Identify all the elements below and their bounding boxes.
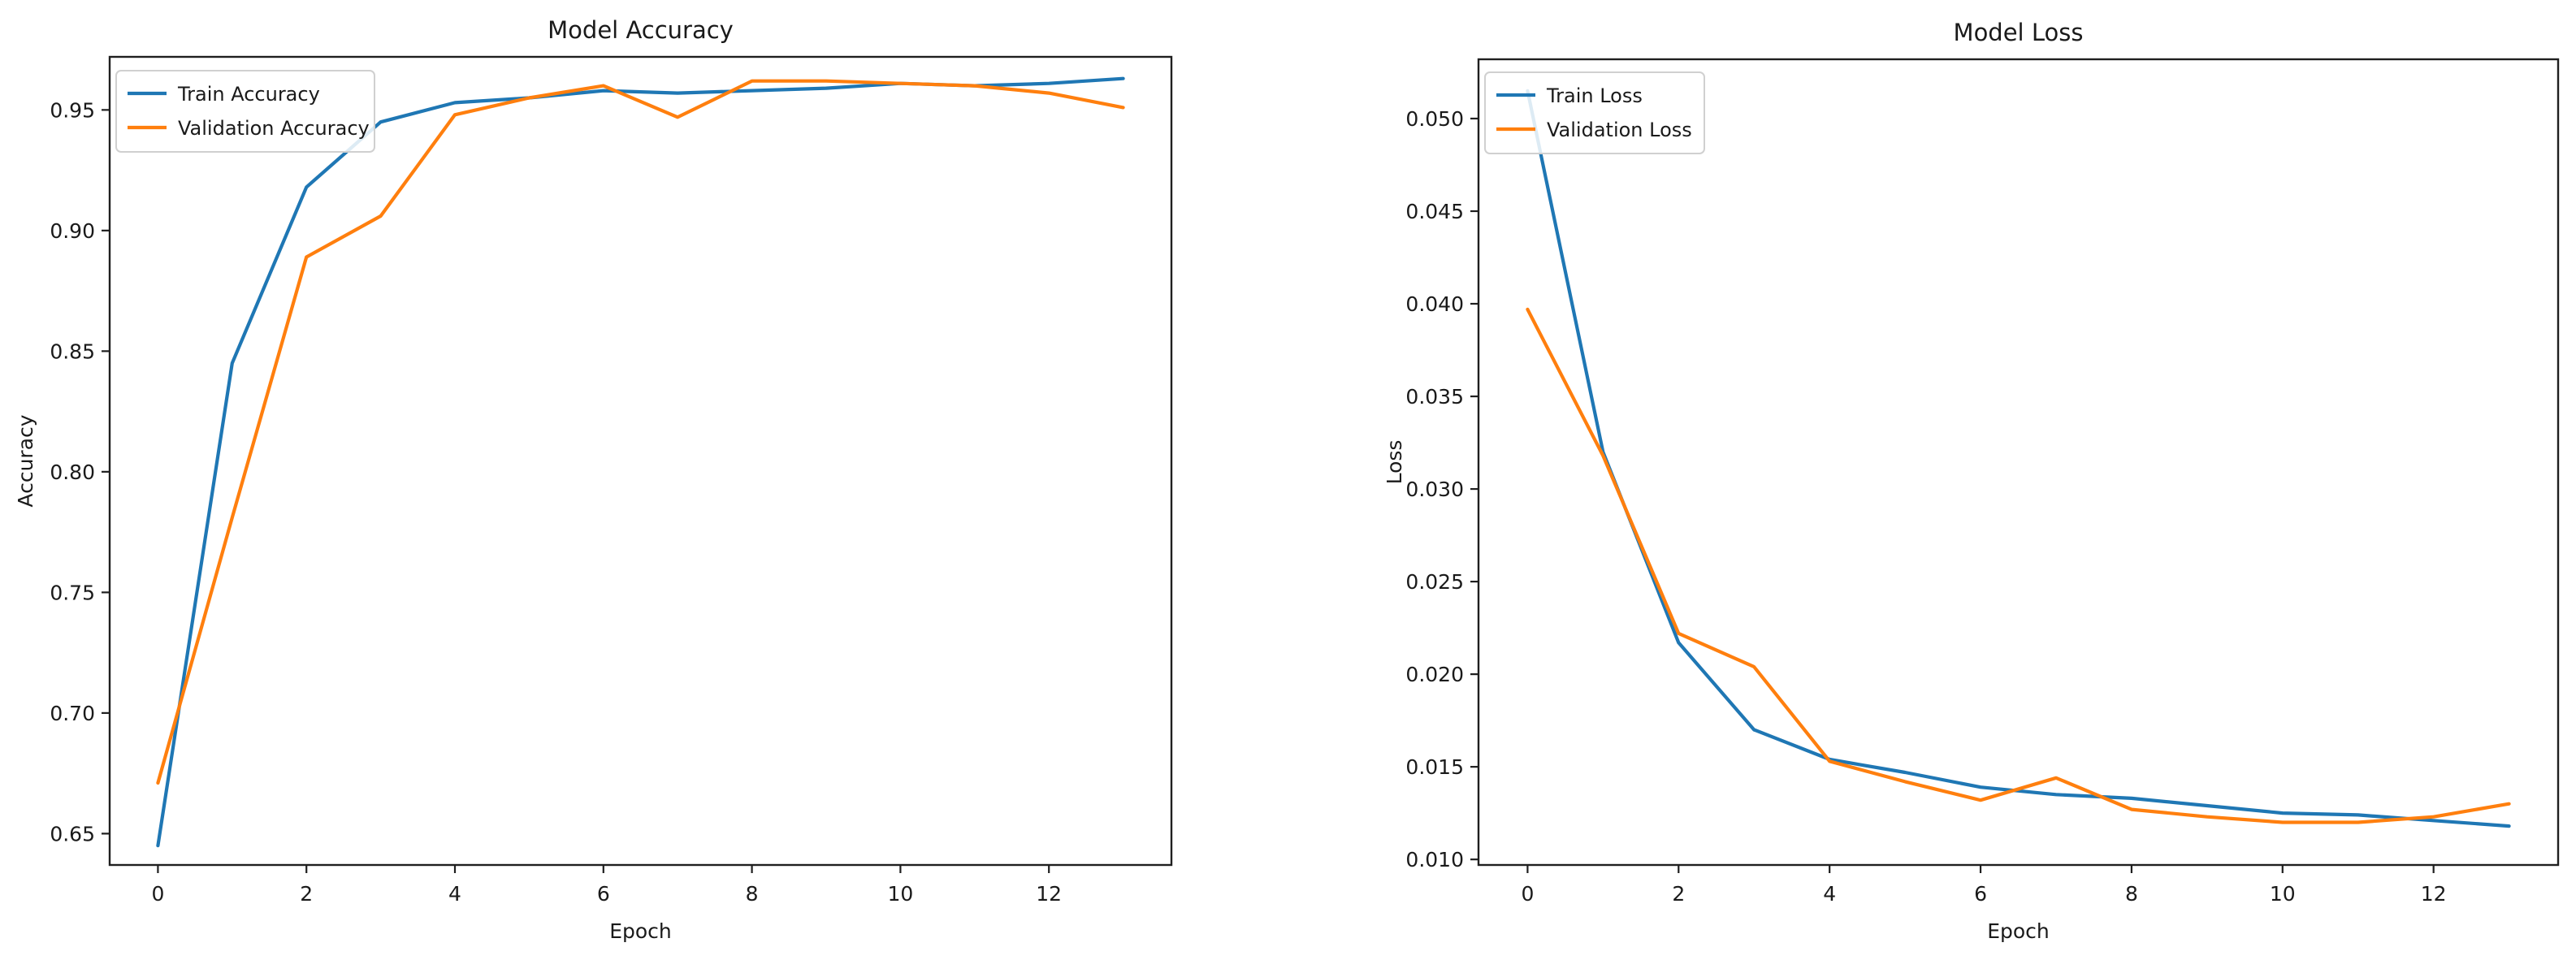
x-tick-label: 2 xyxy=(300,882,313,906)
y-tick-label: 0.025 xyxy=(1405,570,1464,594)
y-tick-label: 0.75 xyxy=(50,581,95,604)
y-tick-label: 0.045 xyxy=(1405,200,1464,223)
legend-label: Train Loss xyxy=(1546,84,1643,107)
legend-box xyxy=(115,70,375,153)
y-tick-label: 0.040 xyxy=(1405,292,1464,316)
y-tick-label: 0.95 xyxy=(50,98,95,122)
x-tick-label: 10 xyxy=(2270,882,2296,906)
y-tick-label: 0.015 xyxy=(1405,755,1464,779)
x-tick-label: 2 xyxy=(1672,882,1685,906)
y-tick-label: 0.90 xyxy=(50,219,95,243)
legend: Train Accuracy Validation Accuracy xyxy=(115,70,375,153)
x-tick-label: 8 xyxy=(746,882,759,906)
x-tick-label: 8 xyxy=(2125,882,2138,906)
y-tick-label: 0.020 xyxy=(1405,663,1464,686)
y-tick-label: 0.010 xyxy=(1405,848,1464,871)
x-tick-label: 10 xyxy=(887,882,913,906)
x-axis-label: Epoch xyxy=(1987,919,2050,943)
x-tick-label: 0 xyxy=(151,882,164,906)
x-tick-label: 6 xyxy=(597,882,610,906)
y-tick-label: 0.035 xyxy=(1405,385,1464,409)
axis-ticks: 0 2 4 6 8 10 12 0.65 0.70 0.75 0.80 0.85 0.90 0.95 xyxy=(50,98,1062,906)
series-lines xyxy=(156,76,1125,848)
chart-title: Model Loss xyxy=(1954,19,2084,46)
y-tick-label: 0.85 xyxy=(50,339,95,363)
x-tick-label: 4 xyxy=(448,882,461,906)
loss-chart: Model Loss Epoch Loss 0 2 4 6 8 10 12 0.010 0.01… xyxy=(1383,19,2560,943)
x-axis-label: Epoch xyxy=(609,919,672,943)
y-tick-label: 0.030 xyxy=(1405,478,1464,501)
x-tick-label: 4 xyxy=(1823,882,1836,906)
plot-frame xyxy=(1477,58,2560,867)
x-tick-label: 12 xyxy=(1036,882,1062,906)
legend-label: Train Accuracy xyxy=(177,83,320,106)
series-lines xyxy=(1526,89,2511,828)
chart-title: Model Accuracy xyxy=(548,16,734,44)
y-tick-label: 0.70 xyxy=(50,702,95,725)
y-tick-label: 0.65 xyxy=(50,822,95,845)
x-tick-label: 12 xyxy=(2421,882,2447,906)
legend-box xyxy=(1484,71,1705,154)
y-axis-label: Accuracy xyxy=(14,414,37,507)
x-tick-label: 6 xyxy=(1974,882,1987,906)
y-axis-label: Loss xyxy=(1383,440,1406,485)
plot-frame xyxy=(108,55,1173,867)
x-tick-label: 0 xyxy=(1521,882,1534,906)
series-line-validation xyxy=(156,79,1125,785)
legend: Train Loss Validation Loss xyxy=(1484,71,1705,154)
series-line-train xyxy=(156,76,1125,848)
series-line-train xyxy=(1526,89,2511,828)
series-line-validation xyxy=(1526,307,2511,824)
legend-label: Validation Loss xyxy=(1547,119,1692,141)
y-tick-label: 0.050 xyxy=(1405,107,1464,131)
accuracy-chart: Model Accuracy Epoch Accuracy 0 2 4 6 8 10 120… xyxy=(14,16,1173,943)
axis-ticks: 0 2 4 6 8 10 12 0.010 0.015 0.020 0.025 0.030 0.035 0… xyxy=(1405,107,2446,906)
legend-label: Validation Accuracy xyxy=(178,117,370,140)
y-tick-label: 0.80 xyxy=(50,461,95,484)
